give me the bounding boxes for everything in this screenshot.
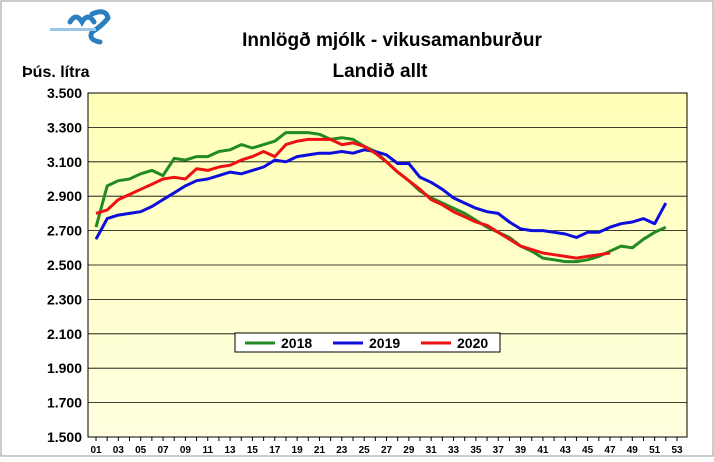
x-tick-label: 53	[671, 445, 683, 456]
x-tick-label: 37	[493, 445, 505, 456]
x-tick-label: 07	[157, 445, 169, 456]
y-tick-label: 2.100	[47, 326, 82, 342]
legend-label: 2020	[457, 335, 488, 351]
x-tick-label: 51	[649, 445, 661, 456]
x-tick-label: 45	[582, 445, 594, 456]
y-tick-label: 2.900	[47, 188, 82, 204]
series-line	[95, 137, 611, 260]
x-tick-label: 23	[336, 445, 348, 456]
x-tick-label: 15	[247, 445, 259, 456]
x-tick-label: 39	[515, 445, 527, 456]
x-tick-label: 09	[180, 445, 192, 456]
x-tick-label: 01	[90, 445, 102, 456]
legend-label: 2019	[369, 335, 400, 351]
x-tick-label: 21	[314, 445, 326, 456]
series-line	[94, 148, 668, 240]
x-tick-label: 43	[560, 445, 572, 456]
x-tick-label: 47	[604, 445, 616, 456]
x-tick-label: 29	[403, 445, 415, 456]
x-tick-label: 25	[359, 445, 371, 456]
legend-label: 2018	[281, 335, 312, 351]
x-tick-label: 33	[448, 445, 460, 456]
x-tick-label: 13	[225, 445, 237, 456]
x-tick-label: 11	[202, 445, 213, 456]
x-tick-label: 31	[426, 445, 438, 456]
y-tick-label: 1.700	[47, 395, 82, 411]
x-tick-label: 49	[627, 445, 639, 456]
y-tick-label: 3.500	[47, 85, 82, 101]
y-tick-label: 3.300	[47, 119, 82, 135]
x-tick-label: 27	[381, 445, 393, 456]
y-tick-label: 3.100	[47, 154, 82, 170]
y-tick-label: 2.700	[47, 223, 82, 239]
logo	[50, 9, 111, 45]
y-tick-label: 2.300	[47, 291, 82, 307]
chart-subtitle: Landið allt	[333, 61, 429, 82]
y-tick-label: 1.900	[47, 360, 82, 376]
chart-title: Innlögð mjólk - vikusamanburður	[242, 30, 542, 51]
y-tick-label: 1.500	[47, 429, 82, 445]
y-axis-label: Þús. lítra	[22, 64, 90, 81]
x-tick-label: 35	[470, 445, 482, 456]
x-tick-label: 17	[269, 445, 281, 456]
legend-box	[234, 332, 501, 353]
x-tick-label: 19	[292, 445, 304, 456]
x-tick-label: 03	[113, 445, 125, 456]
x-tick-label: 05	[135, 445, 147, 456]
y-tick-label: 2.500	[47, 257, 82, 273]
x-tick-label: 41	[537, 445, 549, 456]
